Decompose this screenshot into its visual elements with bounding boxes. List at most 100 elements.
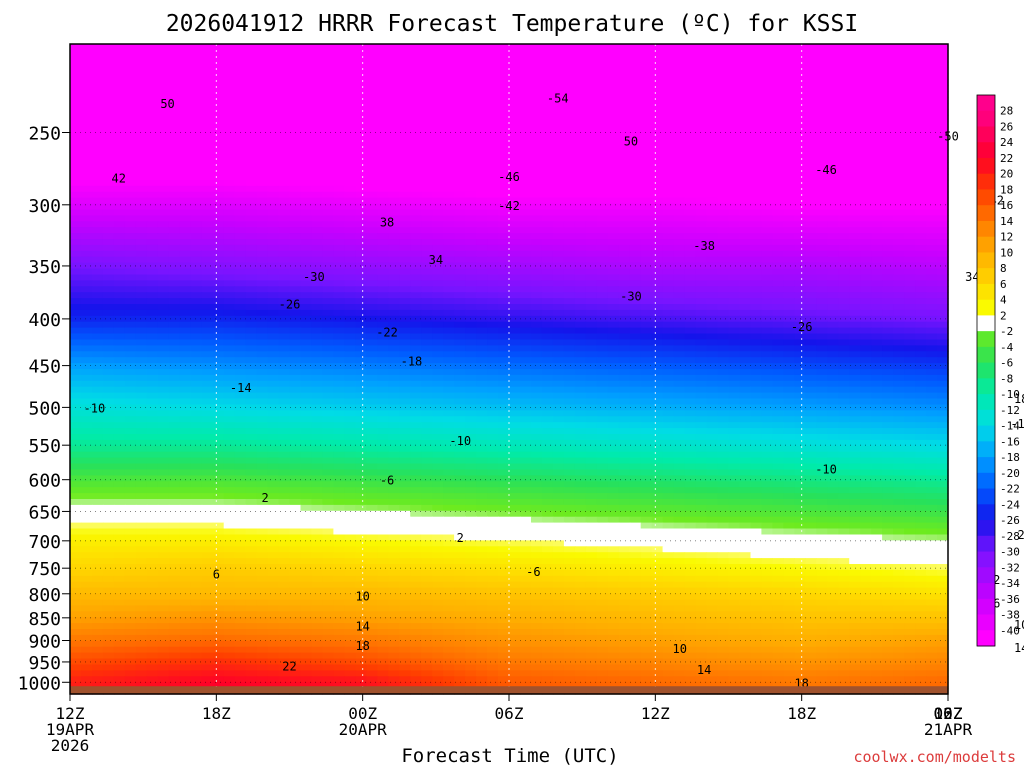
field-cell <box>739 156 752 163</box>
field-cell <box>102 138 115 145</box>
field-cell <box>695 114 708 122</box>
field-cell <box>300 185 313 193</box>
field-cell <box>673 91 686 98</box>
field-cell <box>816 268 828 275</box>
field-cell <box>596 91 609 98</box>
field-cell <box>333 304 345 311</box>
field-cell <box>509 227 521 234</box>
field-cell <box>157 162 170 169</box>
field-cell <box>531 67 543 75</box>
field-cell <box>135 262 148 270</box>
field-cell <box>585 103 598 110</box>
field-cell <box>805 103 817 110</box>
field-cell <box>190 374 203 382</box>
field-cell <box>498 79 510 86</box>
field-cell <box>179 345 192 352</box>
field-cell <box>498 351 510 358</box>
field-cell <box>937 304 949 311</box>
field-cell <box>849 156 861 163</box>
field-cell <box>706 345 719 352</box>
field-cell <box>904 392 916 400</box>
field-cell <box>212 304 225 311</box>
field-cell <box>563 185 576 193</box>
field-cell <box>289 156 302 163</box>
field-cell <box>520 374 532 382</box>
field-cell <box>574 351 587 358</box>
field-cell <box>201 49 214 57</box>
field-cell <box>860 351 872 358</box>
field-cell <box>498 369 510 376</box>
field-cell <box>772 179 784 187</box>
field-cell <box>750 244 763 252</box>
field-cell <box>750 233 763 240</box>
field-cell <box>904 120 916 128</box>
field-cell <box>410 73 422 80</box>
field-cell <box>344 233 356 240</box>
field-cell <box>849 215 861 222</box>
field-cell <box>92 309 104 317</box>
field-cell <box>190 351 203 358</box>
field-cell <box>651 309 664 317</box>
field-cell <box>805 221 817 228</box>
field-cell <box>92 185 104 193</box>
field-cell <box>750 374 763 382</box>
field-cell <box>761 327 773 335</box>
field-cell <box>487 174 499 181</box>
field-cell <box>201 103 214 110</box>
field-cell <box>794 357 806 364</box>
field-cell <box>509 61 521 69</box>
field-cell <box>443 404 455 411</box>
field-cell <box>574 380 587 388</box>
field-cell <box>399 44 411 51</box>
field-cell <box>728 321 741 329</box>
field-cell <box>113 162 126 169</box>
field-cell <box>607 239 620 246</box>
field-cell <box>838 398 850 405</box>
field-cell <box>509 162 521 169</box>
field-cell <box>135 126 148 134</box>
field-cell <box>893 233 905 240</box>
field-cell <box>783 91 795 98</box>
field-cell <box>377 369 389 376</box>
field-cell <box>454 114 466 122</box>
field-cell <box>267 268 280 275</box>
field-cell <box>838 150 850 157</box>
field-cell <box>662 215 675 222</box>
field-cell <box>157 244 170 252</box>
field-cell <box>728 132 741 140</box>
field-cell <box>816 79 828 86</box>
field-cell <box>893 363 905 370</box>
field-cell <box>552 345 565 352</box>
field-cell <box>574 103 587 110</box>
field-cell <box>399 49 411 57</box>
field-cell <box>893 250 905 258</box>
field-cell <box>552 91 565 98</box>
field-cell <box>761 233 773 240</box>
field-cell <box>113 398 126 405</box>
field-cell <box>355 292 367 299</box>
field-cell <box>607 227 620 234</box>
field-cell <box>113 126 126 134</box>
field-cell <box>454 156 466 163</box>
field-cell <box>706 215 719 222</box>
field-cell <box>190 49 203 57</box>
field-cell <box>783 67 795 75</box>
field-cell <box>541 215 554 222</box>
field-cell <box>805 85 817 92</box>
field-cell <box>124 79 137 86</box>
field-cell <box>607 197 620 205</box>
field-cell <box>926 274 938 281</box>
field-cell <box>388 357 400 364</box>
field-cell <box>234 304 247 311</box>
field-cell <box>706 315 719 323</box>
field-cell <box>113 380 126 388</box>
field-cell <box>926 126 938 134</box>
field-cell <box>739 144 752 151</box>
field-cell <box>124 339 137 346</box>
field-cell <box>629 268 642 275</box>
field-cell <box>311 120 323 128</box>
field-cell <box>904 97 916 104</box>
field-cell <box>750 268 763 275</box>
field-cell <box>838 333 850 340</box>
field-cell <box>322 126 334 134</box>
